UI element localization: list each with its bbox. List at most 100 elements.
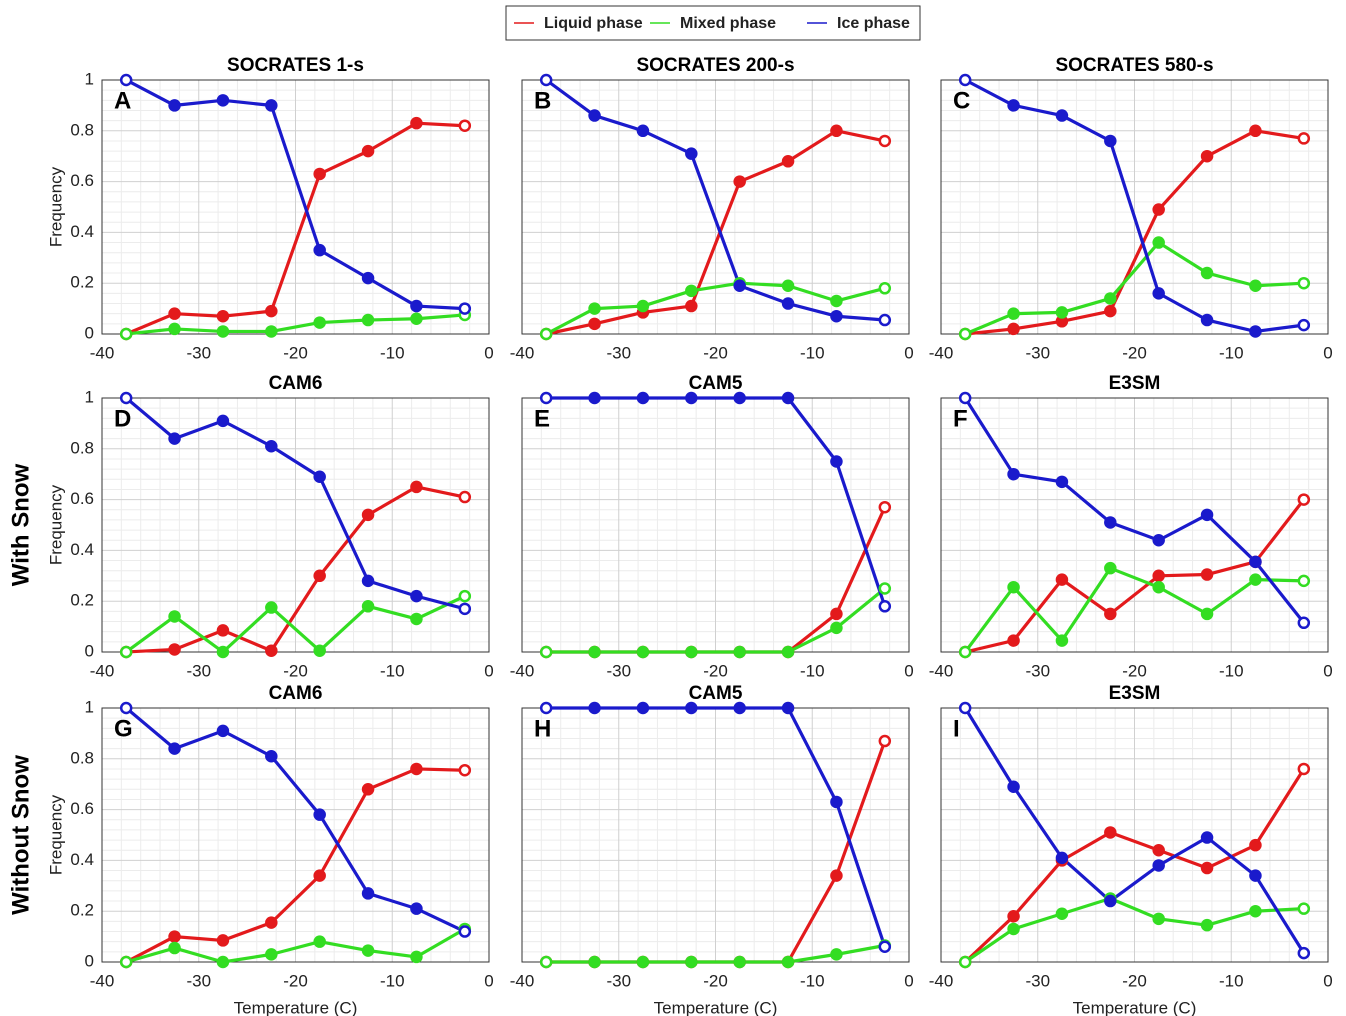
- point: [878, 940, 892, 954]
- point: [1104, 134, 1117, 148]
- point: [830, 795, 843, 809]
- point: [1249, 325, 1262, 338]
- chart-title: CAM6: [269, 373, 323, 394]
- point: [1152, 569, 1165, 583]
- point: [539, 645, 553, 659]
- y-tick-label: 0: [85, 951, 94, 970]
- point: [685, 391, 698, 405]
- panel-label: D: [114, 405, 131, 432]
- point: [458, 119, 472, 132]
- y-tick-label: 0.8: [70, 748, 94, 767]
- point: [685, 955, 698, 969]
- point: [410, 612, 423, 626]
- point: [588, 391, 601, 405]
- series-line: [125, 594, 466, 654]
- panel-label: H: [534, 715, 551, 742]
- point: [1200, 149, 1214, 163]
- x-tick-label: -30: [1025, 661, 1050, 680]
- x-tick-label: -20: [1122, 343, 1147, 362]
- panel: -40 -30 -20 -10 0 E3SM F: [929, 373, 1333, 680]
- point: [216, 624, 230, 637]
- series-line: [125, 121, 465, 336]
- x-tick-label: -40: [929, 343, 954, 362]
- point: [313, 808, 326, 821]
- legend-label: Mixed phase: [680, 15, 776, 32]
- point: [1104, 826, 1117, 839]
- series-line: [963, 707, 1306, 954]
- point: [119, 391, 133, 405]
- point: [685, 147, 698, 160]
- y-tick-label: 0: [85, 323, 94, 342]
- legend-label: Liquid phase: [544, 15, 643, 32]
- y-tick-label: 0.2: [70, 273, 94, 292]
- point: [830, 869, 843, 882]
- point: [539, 701, 553, 715]
- point: [216, 955, 230, 969]
- point: [1152, 533, 1165, 547]
- point: [361, 783, 375, 796]
- series-line: [546, 587, 886, 654]
- chart-title: CAM5: [689, 683, 743, 704]
- x-tick-label: -10: [800, 971, 825, 990]
- point: [830, 455, 843, 468]
- point: [168, 742, 181, 755]
- x-tick-label: 0: [904, 971, 913, 990]
- point: [1104, 304, 1117, 318]
- point: [458, 602, 472, 616]
- point: [216, 724, 230, 738]
- point: [1200, 266, 1214, 280]
- point: [958, 327, 972, 341]
- panel-label: F: [953, 405, 968, 432]
- x-tick-label: -30: [606, 343, 631, 362]
- point: [830, 124, 843, 138]
- point: [1249, 869, 1262, 882]
- point: [1297, 616, 1311, 630]
- point: [1055, 573, 1069, 586]
- point: [265, 644, 278, 657]
- point: [410, 116, 423, 130]
- series-line: [963, 397, 1306, 624]
- point: [733, 175, 746, 188]
- axes-frame: [101, 707, 490, 963]
- point: [1297, 493, 1311, 506]
- series-line: [125, 78, 465, 311]
- x-tick-label: -20: [283, 971, 308, 990]
- point: [410, 902, 423, 915]
- row-label: With Snow: [7, 463, 34, 586]
- point: [588, 317, 601, 331]
- series-line: [546, 706, 887, 948]
- point: [361, 508, 375, 522]
- panel: -40 -30 -20 -10 0 SOCRATES 580-s C: [929, 55, 1333, 362]
- x-tick-label: -10: [380, 661, 405, 680]
- point: [1200, 607, 1214, 621]
- point: [1007, 910, 1020, 923]
- chart-title: CAM6: [269, 683, 323, 704]
- series-line: [964, 768, 1306, 964]
- x-tick-label: 0: [904, 661, 913, 680]
- point: [539, 391, 553, 405]
- point: [216, 325, 230, 338]
- point: [458, 589, 472, 603]
- point: [830, 309, 843, 323]
- axes-frame: [101, 79, 490, 335]
- x-tick-label: 0: [1323, 343, 1332, 362]
- point: [168, 941, 181, 955]
- point: [1200, 568, 1214, 581]
- point: [410, 762, 423, 776]
- x-tick-label: -10: [800, 343, 825, 362]
- y-tick-label: 0: [85, 641, 94, 660]
- y-tick-label: 0.6: [70, 489, 94, 508]
- legend-label: Ice phase: [837, 15, 910, 32]
- point: [781, 391, 795, 405]
- x-tick-label: -40: [90, 343, 115, 362]
- x-tick-label: -30: [186, 661, 211, 680]
- x-tick-label: -10: [380, 343, 405, 362]
- point: [958, 391, 972, 405]
- point: [685, 701, 698, 715]
- point: [958, 955, 972, 969]
- series-line: [125, 706, 466, 933]
- point: [1104, 894, 1117, 908]
- y-tick-label: 0.2: [70, 901, 94, 920]
- point: [410, 950, 423, 964]
- x-tick-label: -10: [1219, 971, 1244, 990]
